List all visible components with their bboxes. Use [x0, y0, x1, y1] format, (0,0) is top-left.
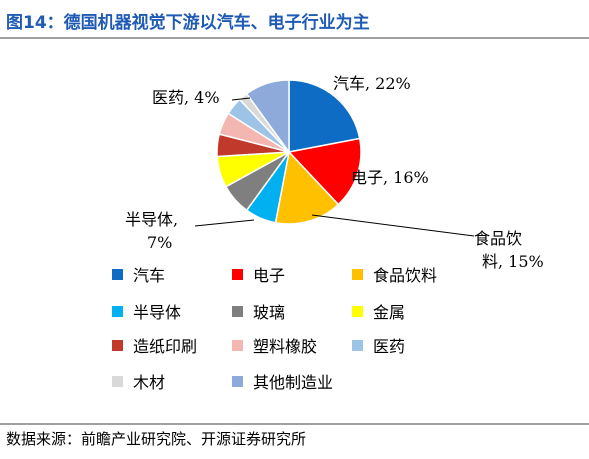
legend-label-1: 电子 — [253, 266, 285, 285]
legend-swatch-6 — [112, 340, 123, 351]
legend-swatch-8 — [352, 340, 363, 351]
legend-item-4: 玻璃 — [232, 303, 285, 322]
data-label-3-line-0: 半导体, — [125, 210, 178, 229]
legend-swatch-5 — [352, 306, 363, 317]
legend-swatch-0 — [112, 269, 123, 280]
pie-slice-2 — [274, 150, 340, 225]
legend-item-1: 电子 — [232, 266, 285, 285]
leader-lines — [194, 97, 475, 237]
data-label-0-line-0: 汽车, 22% — [333, 74, 411, 93]
legend-label-7: 塑料橡胶 — [253, 337, 317, 356]
legend-label-5: 金属 — [373, 303, 405, 322]
legend-label-6: 造纸印刷 — [133, 337, 197, 356]
bottom-rule — [0, 423, 589, 425]
legend-swatch-4 — [232, 306, 243, 317]
pie-slice-1 — [287, 137, 362, 206]
legend-item-0: 汽车 — [112, 266, 165, 285]
data-labels: 汽车, 22% 电子, 16% 食品饮料, 15% 半导体, 7% 医药, 4% — [125, 74, 544, 271]
legend-swatch-3 — [112, 306, 123, 317]
data-label-1-line-0: 电子, 16% — [351, 168, 429, 187]
data-label-4-line-0: 医药, 4% — [152, 88, 220, 107]
legend-swatch-7 — [232, 340, 243, 351]
legend-swatch-10 — [232, 376, 243, 387]
legend-swatch-9 — [112, 376, 123, 387]
pie-slice-0 — [288, 79, 361, 153]
legend-swatch-1 — [232, 269, 243, 280]
source-note: 数据来源：前瞻产业研究院、开源证券研究所 — [6, 430, 307, 448]
legend-label-0: 汽车 — [133, 266, 165, 285]
legend-label-8: 医药 — [373, 337, 405, 356]
legend-label-4: 玻璃 — [253, 303, 285, 322]
legend-item-8: 医药 — [352, 337, 405, 356]
data-label-2-line-1: 料, 15% — [482, 252, 544, 271]
pie-slices — [216, 79, 362, 225]
legend-item-2: 食品饮料 — [352, 266, 437, 285]
data-label-3-line-1: 7% — [147, 233, 172, 252]
top-rule — [0, 37, 589, 39]
figure-title: 图14：德国机器视觉下游以汽车、电子行业为主 — [6, 13, 370, 33]
legend-label-3: 半导体 — [133, 303, 181, 322]
legend-label-2: 食品饮料 — [373, 266, 437, 285]
legend-item-3: 半导体 — [112, 303, 181, 322]
pie-slice-10 — [245, 79, 290, 155]
legend-label-9: 木材 — [133, 373, 165, 392]
data-label-2-line-0: 食品饮 — [474, 229, 522, 248]
leader-line-4 — [231, 97, 251, 101]
leader-line-3 — [194, 219, 255, 227]
legend-label-10: 其他制造业 — [253, 373, 333, 392]
legend-item-6: 造纸印刷 — [112, 337, 197, 356]
legend-item-5: 金属 — [352, 303, 405, 322]
legend-item-9: 木材 — [112, 373, 165, 392]
legend-item-7: 塑料橡胶 — [232, 337, 317, 356]
leader-line-2 — [311, 214, 475, 237]
legend-item-10: 其他制造业 — [232, 373, 333, 392]
legend-swatch-2 — [352, 269, 363, 280]
